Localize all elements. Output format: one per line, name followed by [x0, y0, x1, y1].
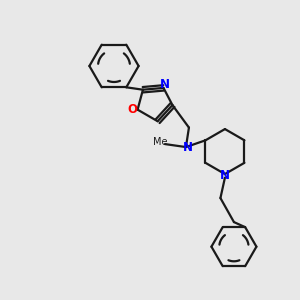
Text: O: O — [127, 103, 137, 116]
Text: N: N — [220, 169, 230, 182]
Text: N: N — [182, 141, 192, 154]
Text: Me: Me — [153, 137, 168, 147]
Text: N: N — [160, 78, 170, 91]
